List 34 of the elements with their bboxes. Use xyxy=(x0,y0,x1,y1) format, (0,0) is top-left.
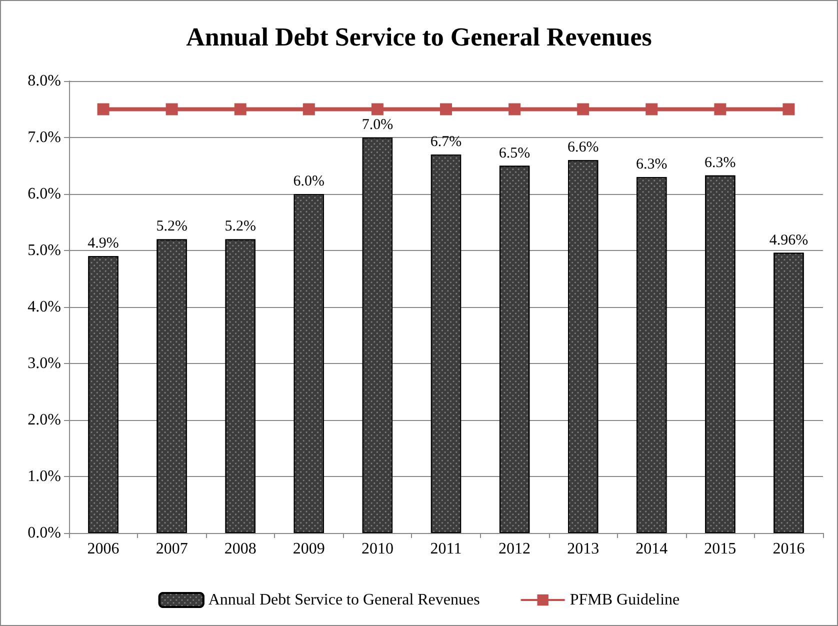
x-tick-label: 2006 xyxy=(87,540,120,558)
chart-title: Annual Debt Service to General Revenues xyxy=(186,22,652,52)
data-label: 6.0% xyxy=(293,174,325,190)
data-label: 6.7% xyxy=(430,134,462,150)
data-label: 5.2% xyxy=(156,218,188,235)
x-tick-label: 2016 xyxy=(772,540,805,558)
data-label: 6.5% xyxy=(498,145,530,162)
x-tick-label: 2008 xyxy=(224,540,256,558)
y-tick-label: 2.0% xyxy=(28,412,61,428)
x-tick-label: 2015 xyxy=(704,540,736,558)
y-tick-label: 0.0% xyxy=(28,524,61,542)
y-tick-label: 1.0% xyxy=(28,468,61,485)
x-tick-label: 2009 xyxy=(292,540,325,558)
data-label: 7.0% xyxy=(362,117,394,133)
y-tick-label: 8.0% xyxy=(28,72,61,90)
y-tick-label: 4.0% xyxy=(28,298,61,316)
x-tick-label: 2011 xyxy=(430,540,462,558)
legend-label: PFMB Guideline xyxy=(570,592,680,608)
x-tick-label: 2014 xyxy=(636,540,668,558)
data-label: 5.2% xyxy=(224,218,256,235)
data-label: 6.6% xyxy=(567,140,599,156)
x-tick-label: 2013 xyxy=(567,540,600,558)
x-tick-label: 2010 xyxy=(361,540,394,558)
y-tick-label: 6.0% xyxy=(28,186,61,202)
y-tick-label: 5.0% xyxy=(28,242,61,259)
data-label: 6.3% xyxy=(636,156,668,173)
x-tick-label: 2012 xyxy=(498,540,531,558)
data-label: 6.3% xyxy=(704,154,736,171)
x-tick-label: 2007 xyxy=(156,540,188,558)
y-tick-label: 3.0% xyxy=(28,355,61,372)
y-tick-label: 7.0% xyxy=(28,129,61,146)
data-label: 4.96% xyxy=(769,232,808,248)
data-label: 4.9% xyxy=(88,236,119,252)
legend-label: Annual Debt Service to General Revenues xyxy=(208,592,480,608)
